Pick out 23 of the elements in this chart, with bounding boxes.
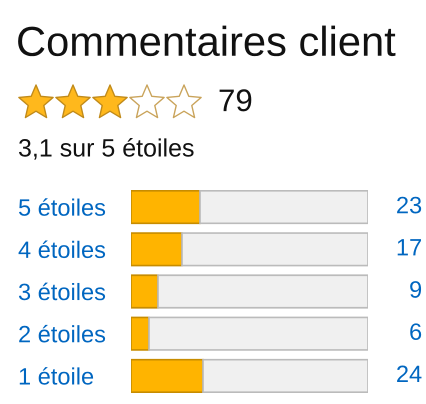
data-label: 9 — [410, 281, 422, 298]
bar — [131, 358, 204, 393]
bar — [199, 190, 368, 224]
data-label: 6 — [410, 323, 422, 340]
text: 79 — [220, 89, 252, 112]
chart-title: Commentaires client — [18, 26, 396, 56]
y-tick-label: 1 étoile — [20, 367, 94, 385]
bar — [181, 232, 368, 266]
y-tick-label: 4 étoiles — [18, 240, 106, 258]
text: 3,1 sur 5 étoiles — [18, 138, 194, 160]
data-label: 17 — [398, 239, 421, 256]
y-tick-label: 3 étoiles — [18, 282, 106, 300]
bar — [131, 316, 150, 351]
bar — [148, 316, 368, 351]
data-label: 23 — [397, 196, 422, 214]
y-tick-label: 5 étoiles — [18, 198, 106, 216]
y-tick-label: 2 étoiles — [19, 324, 106, 342]
bar — [131, 232, 183, 266]
data-label: 24 — [397, 366, 422, 382]
bar — [202, 358, 368, 393]
bar — [131, 274, 159, 309]
bar — [131, 190, 201, 224]
bar — [157, 274, 368, 309]
